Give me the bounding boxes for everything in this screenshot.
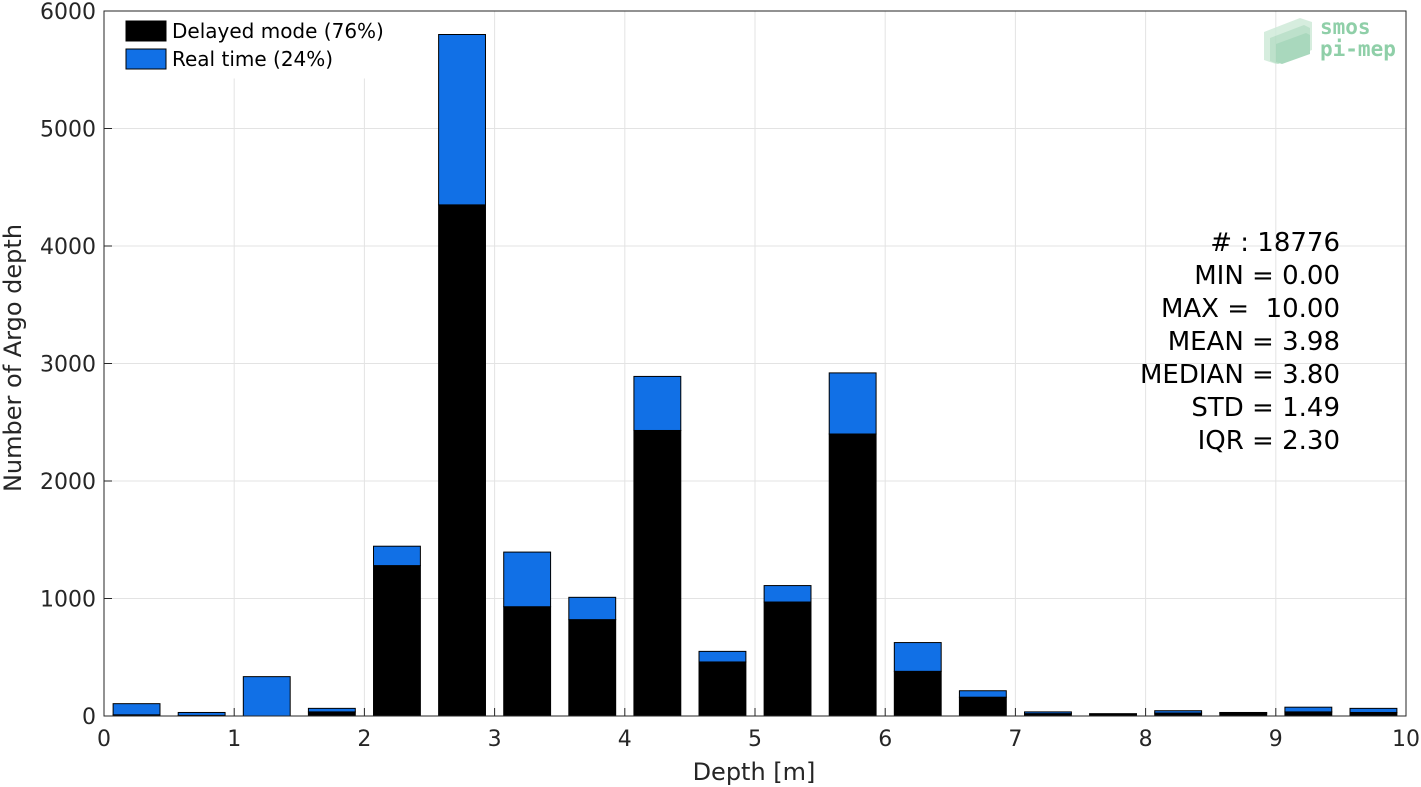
legend-label-delayed: Delayed mode (76%) xyxy=(172,19,384,43)
bar-real-time xyxy=(1154,710,1203,714)
x-tick-label: 4 xyxy=(618,727,632,752)
legend-swatch-delayed xyxy=(125,20,167,42)
stat-max: MAX = 10.00 xyxy=(1161,294,1340,324)
stat-median: MEDIAN = 3.80 xyxy=(1140,360,1340,390)
logo-mark-icon xyxy=(1264,18,1312,64)
bar-real-time xyxy=(633,375,682,431)
bar-real-time xyxy=(438,34,486,206)
stat-mean: MEAN = 3.98 xyxy=(1168,327,1340,357)
bar-delayed-mode xyxy=(893,670,942,717)
bar-real-time xyxy=(1349,707,1398,713)
y-tick-label: 0 xyxy=(82,705,96,730)
y-axis-label: Number of Argo depth xyxy=(0,224,27,492)
x-tick-label: 1 xyxy=(227,727,241,752)
stat-count: # : 18776 xyxy=(1210,228,1340,258)
bar-real-time xyxy=(893,642,942,672)
bar-real-time xyxy=(828,372,877,435)
bar-real-time xyxy=(307,707,356,713)
legend-swatch-realtime xyxy=(125,48,167,70)
legend: Delayed mode (76%) Real time (24%) xyxy=(111,11,409,79)
y-tick-label: 4000 xyxy=(40,235,96,260)
logo-text-pimep: pi-mep xyxy=(1320,37,1396,61)
bar-delayed-mode xyxy=(828,433,877,717)
bar-real-time xyxy=(177,711,226,716)
bar-delayed-mode xyxy=(958,696,1007,717)
smos-pimep-logo: smos pi-mep xyxy=(1264,15,1396,64)
logo-text-smos: smos xyxy=(1320,15,1371,39)
bar-real-time xyxy=(1284,706,1333,713)
bar-real-time xyxy=(1219,711,1268,714)
bar-delayed-mode xyxy=(307,711,356,717)
y-tick-label: 6000 xyxy=(40,0,96,25)
bar-real-time xyxy=(763,585,812,603)
stat-std: STD = 1.49 xyxy=(1191,393,1340,423)
y-tick-label: 1000 xyxy=(40,588,96,613)
y-tick-label: 2000 xyxy=(40,470,96,495)
bar-delayed-mode xyxy=(1284,711,1333,717)
x-tick-label: 9 xyxy=(1269,727,1283,752)
bar-delayed-mode xyxy=(633,429,682,717)
stat-min: MIN = 0.00 xyxy=(1194,261,1340,291)
bar-delayed-mode xyxy=(1349,711,1398,717)
bar-real-time xyxy=(698,650,747,663)
bar-delayed-mode xyxy=(503,606,552,717)
x-tick-label: 0 xyxy=(97,727,111,752)
legend-label-realtime: Real time (24%) xyxy=(172,47,333,71)
bar-delayed-mode xyxy=(698,661,747,717)
y-tick-label: 5000 xyxy=(40,118,96,143)
x-tick-label: 2 xyxy=(357,727,371,752)
x-axis-label: Depth [m] xyxy=(693,758,816,786)
x-tick-label: 8 xyxy=(1139,727,1153,752)
stats-box: # : 18776 MIN = 0.00 MAX = 10.00 MEAN = … xyxy=(1140,228,1340,456)
bar-real-time xyxy=(373,545,421,567)
bar-real-time xyxy=(958,690,1007,698)
bar-real-time xyxy=(112,703,161,716)
bar-real-time xyxy=(503,551,552,608)
x-tick-label: 5 xyxy=(748,727,762,752)
tick-labels: 0 1 2 3 4 5 6 7 8 9 10 0 1000 2000 3000 4000 5000 6000 xyxy=(40,0,1420,752)
x-tick-label: 6 xyxy=(878,727,892,752)
bar-delayed-mode xyxy=(568,619,617,717)
x-tick-label: 7 xyxy=(1008,727,1022,752)
bar-delayed-mode xyxy=(438,204,486,717)
bar-real-time xyxy=(242,676,291,717)
bar-delayed-mode xyxy=(373,565,421,717)
y-tick-label: 3000 xyxy=(40,353,96,378)
bar-delayed-mode xyxy=(763,601,812,717)
x-tick-label: 10 xyxy=(1392,727,1420,752)
stat-iqr: IQR = 2.30 xyxy=(1198,426,1340,456)
bar-real-time xyxy=(1024,711,1072,715)
bar-real-time xyxy=(568,596,617,621)
x-tick-label: 3 xyxy=(488,727,502,752)
bars-group xyxy=(112,34,1398,717)
bar-real-time xyxy=(1089,713,1137,715)
